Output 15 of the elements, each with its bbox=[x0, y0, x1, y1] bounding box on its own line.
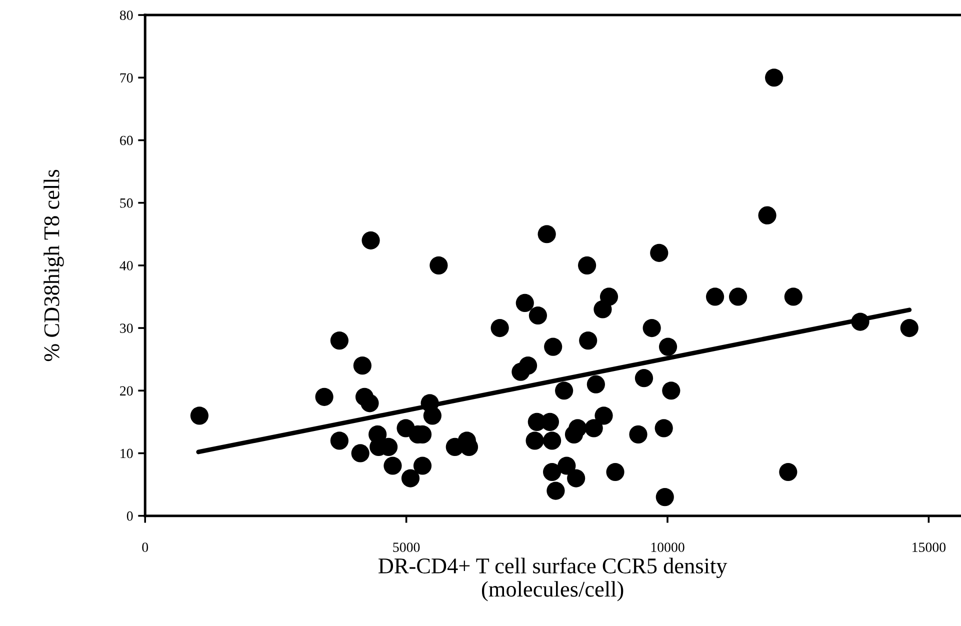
y-tick-label: 80 bbox=[120, 10, 133, 20]
x-axis-title: DR-CD4+ T cell surface CCR5 density (molecules/cell) bbox=[378, 558, 728, 602]
y-axis-title: % CD38high T8 cells bbox=[44, 170, 64, 362]
y-tick-label: 20 bbox=[120, 386, 133, 396]
y-tick-label: 30 bbox=[120, 324, 133, 333]
y-tick-label: 40 bbox=[120, 261, 133, 270]
x-tick-label: 0 bbox=[142, 542, 148, 552]
y-tick-label: 70 bbox=[120, 73, 133, 83]
y-tick-label: 10 bbox=[120, 448, 133, 458]
x-tick-label: 5000 bbox=[393, 542, 420, 552]
y-tick-label: 0 bbox=[126, 511, 133, 521]
y-tick-label: 50 bbox=[120, 198, 133, 208]
y-tick-label: 60 bbox=[120, 136, 133, 146]
x-tick-label: 10000 bbox=[651, 542, 684, 552]
x-tick-label: 15000 bbox=[912, 542, 946, 552]
